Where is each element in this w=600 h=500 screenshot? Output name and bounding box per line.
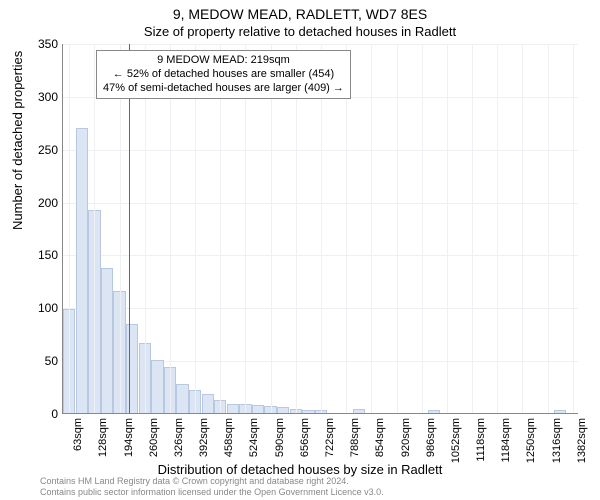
x-gridline bbox=[195, 44, 196, 413]
y-tick-label: 100 bbox=[24, 301, 58, 315]
y-tick-label: 150 bbox=[24, 248, 58, 262]
bar bbox=[202, 394, 214, 413]
x-gridline bbox=[220, 44, 221, 413]
bar bbox=[176, 384, 188, 413]
y-axis-label: Number of detached properties bbox=[10, 51, 25, 230]
bar bbox=[428, 410, 440, 413]
x-gridline bbox=[321, 44, 322, 413]
bar bbox=[101, 268, 113, 413]
x-gridline bbox=[422, 44, 423, 413]
x-gridline bbox=[245, 44, 246, 413]
annotation-line: 9 MEDOW MEAD: 219sqm bbox=[103, 54, 344, 68]
bar bbox=[227, 404, 239, 414]
bar bbox=[252, 405, 264, 413]
y-tick-label: 200 bbox=[24, 196, 58, 210]
x-gridline bbox=[371, 44, 372, 413]
page-subtitle: Size of property relative to detached ho… bbox=[0, 22, 600, 39]
bar bbox=[277, 407, 289, 413]
bar bbox=[353, 409, 365, 413]
credits: Contains HM Land Registry data © Crown c… bbox=[40, 476, 384, 498]
x-gridline bbox=[548, 44, 549, 413]
x-gridline bbox=[145, 44, 146, 413]
x-gridline bbox=[472, 44, 473, 413]
annotation-box: 9 MEDOW MEAD: 219sqm← 52% of detached ho… bbox=[96, 50, 351, 99]
x-gridline bbox=[271, 44, 272, 413]
page-title: 9, MEDOW MEAD, RADLETT, WD7 8ES bbox=[0, 0, 600, 22]
y-tick-label: 0 bbox=[24, 407, 58, 421]
plot-region bbox=[62, 44, 578, 414]
y-tick-label: 350 bbox=[24, 37, 58, 51]
x-gridline bbox=[522, 44, 523, 413]
x-gridline bbox=[346, 44, 347, 413]
x-gridline bbox=[497, 44, 498, 413]
x-gridline bbox=[170, 44, 171, 413]
x-gridline bbox=[69, 44, 70, 413]
annotation-line: ← 52% of detached houses are smaller (45… bbox=[103, 68, 344, 82]
x-gridline bbox=[397, 44, 398, 413]
y-tick-label: 300 bbox=[24, 90, 58, 104]
x-axis-label: Distribution of detached houses by size … bbox=[0, 462, 600, 477]
annotation-line: 47% of semi-detached houses are larger (… bbox=[103, 82, 344, 96]
x-gridline bbox=[120, 44, 121, 413]
x-gridline bbox=[447, 44, 448, 413]
marker-line bbox=[129, 44, 130, 413]
bar bbox=[554, 410, 566, 413]
y-tick-label: 250 bbox=[24, 143, 58, 157]
bar bbox=[302, 410, 314, 413]
x-gridline bbox=[573, 44, 574, 413]
credits-line-1: Contains HM Land Registry data © Crown c… bbox=[40, 476, 384, 487]
y-tick-label: 50 bbox=[24, 354, 58, 368]
x-gridline bbox=[94, 44, 95, 413]
x-gridline bbox=[296, 44, 297, 413]
bar bbox=[76, 128, 88, 413]
bar bbox=[151, 360, 163, 413]
chart-area: 05010015020025030035063sqm128sqm194sqm26… bbox=[62, 44, 578, 414]
credits-line-2: Contains public sector information licen… bbox=[40, 487, 384, 498]
